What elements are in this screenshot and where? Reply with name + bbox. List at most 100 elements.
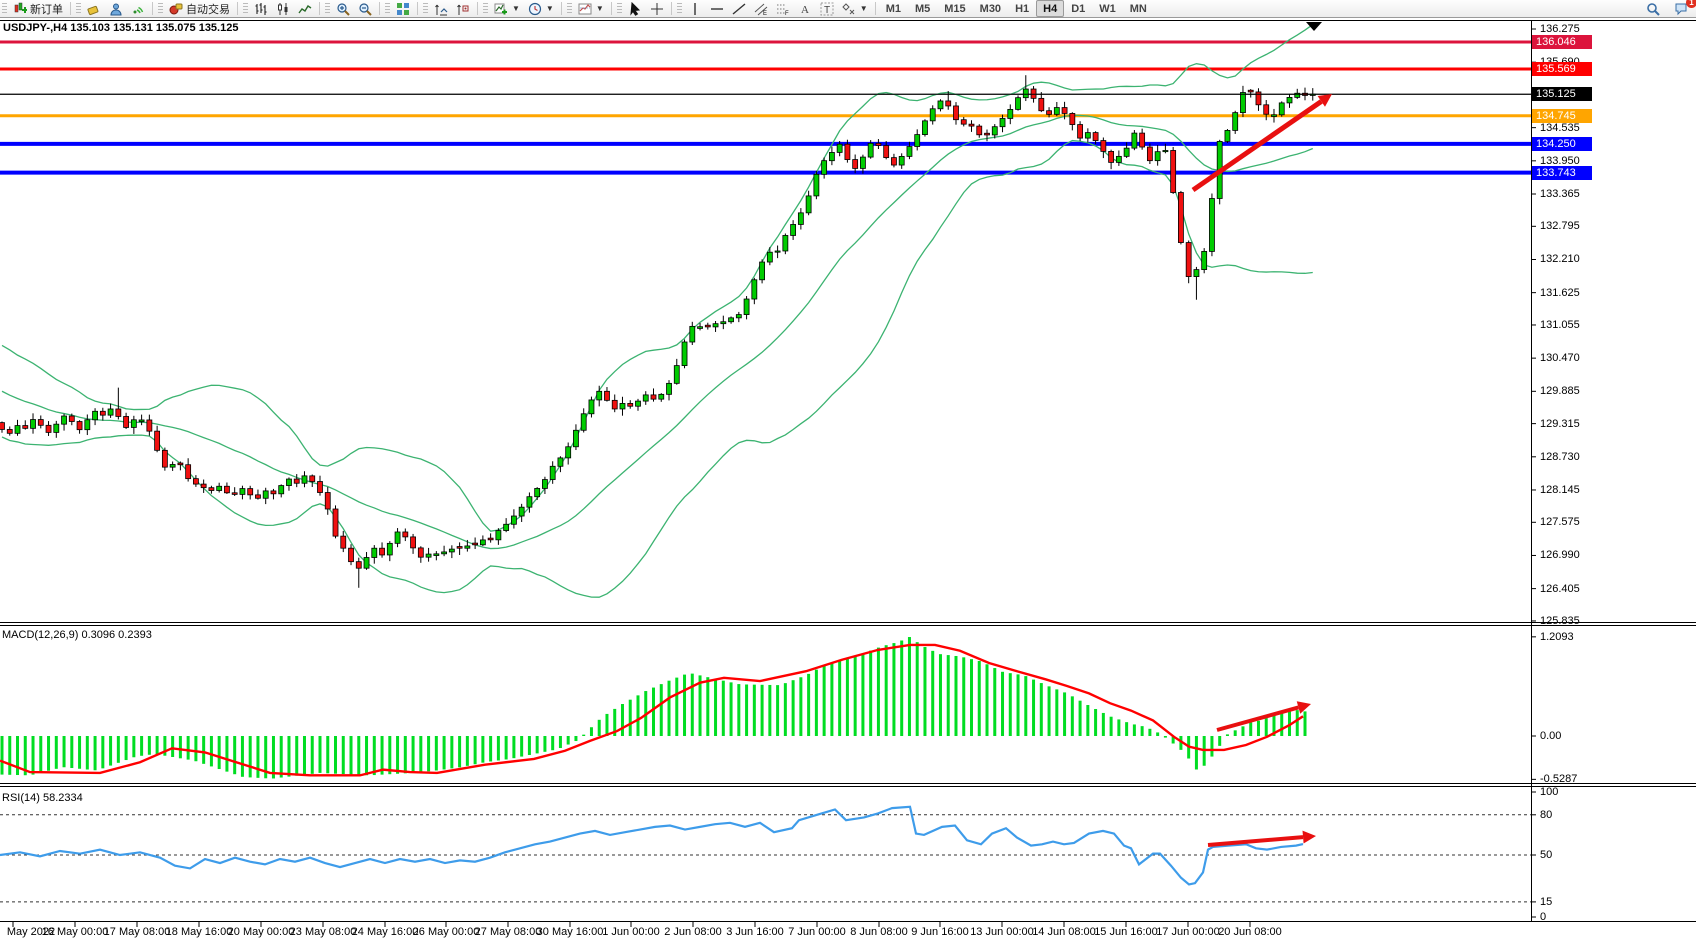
search-button[interactable] xyxy=(1642,0,1664,17)
toolbar-drag-handle[interactable] xyxy=(243,2,248,15)
timeframe-mn-button[interactable]: MN xyxy=(1129,2,1147,15)
timeframe-m15-button[interactable]: M15 xyxy=(944,2,966,15)
search-icon xyxy=(1647,2,1660,16)
autotrade-button[interactable]: 自动交易 xyxy=(165,0,234,17)
toolbar-separator xyxy=(477,2,478,15)
new-order-label: 新订单 xyxy=(30,3,63,16)
time-tick-label: 3 Jun 16:00 xyxy=(726,926,784,938)
fibonacci-button[interactable]: F xyxy=(772,0,794,17)
rsi-scale-50: 50 xyxy=(1540,849,1553,861)
toolbar-drag-handle[interactable] xyxy=(616,2,622,15)
trend-arrow-rsi[interactable] xyxy=(1207,830,1316,847)
rsi-indicator-label: RSI(14) 58.2334 xyxy=(2,792,83,804)
bar-chart-button[interactable] xyxy=(250,0,272,17)
tile-windows-icon xyxy=(397,2,409,15)
toolbar-drag-handle[interactable] xyxy=(385,2,390,15)
add-indicator-button[interactable]: ▼ xyxy=(490,0,524,17)
rsi-panel[interactable] xyxy=(0,805,1531,903)
price-tick-label: 133.365 xyxy=(1540,187,1580,200)
tile-windows-button[interactable] xyxy=(392,0,414,17)
price-tick-label: 126.990 xyxy=(1540,549,1580,562)
toolbar-separator xyxy=(560,2,562,15)
trend-arrow-macd[interactable] xyxy=(1216,701,1311,732)
zoom-in-button[interactable] xyxy=(332,0,354,17)
new-order-button[interactable]: 新订单 xyxy=(9,0,67,17)
shapes-button[interactable]: ▼ xyxy=(838,0,872,17)
bollinger-middle-band xyxy=(1,114,1314,550)
toolbar-drag-handle[interactable] xyxy=(423,2,428,15)
arrange-up-button[interactable] xyxy=(430,0,452,17)
vline-button[interactable] xyxy=(684,0,706,17)
period-clock-dropdown-icon[interactable]: ▼ xyxy=(545,4,554,13)
svg-text:A: A xyxy=(801,4,809,16)
template-dropdown-icon[interactable]: ▼ xyxy=(595,4,604,13)
price-tick-label: 126.405 xyxy=(1540,582,1580,595)
sell-signal-marker[interactable] xyxy=(1306,22,1322,31)
price-tick-label: 131.625 xyxy=(1540,286,1580,299)
timeframe-toolbar: M1 M5 M15 M30 H1 H4 D1 W1 MN xyxy=(879,0,1154,17)
hline-button[interactable] xyxy=(706,0,728,17)
toolbar-group-0: 新订单 xyxy=(0,1,67,17)
toolbar-drag-handle[interactable] xyxy=(76,2,81,15)
toolbar-drag-handle[interactable] xyxy=(2,2,7,15)
toolbar-right-icons: 1 xyxy=(1642,0,1696,17)
trend-arrow-main[interactable] xyxy=(1191,94,1332,193)
arrange-track-button[interactable] xyxy=(452,0,474,17)
channel-button[interactable]: E xyxy=(750,0,772,17)
zoom-out-button[interactable] xyxy=(354,0,376,17)
rsi-scale-15: 15 xyxy=(1540,895,1553,908)
cursor-icon xyxy=(630,1,640,16)
candle-chart-icon xyxy=(278,2,288,15)
timeframe-m1-button[interactable]: M1 xyxy=(885,2,901,15)
time-tick-label: 20 May 00:00 xyxy=(227,926,295,938)
time-tick-label: 14 Jun 08:00 xyxy=(1032,926,1096,938)
text-label-button[interactable]: T xyxy=(816,0,838,17)
toolbar-group-6 xyxy=(421,1,474,17)
trendline-button[interactable] xyxy=(728,0,750,17)
toolbar-drag-handle[interactable] xyxy=(566,2,572,15)
add-indicator-icon xyxy=(494,3,507,14)
timeframe-w1-button[interactable]: W1 xyxy=(1099,2,1116,15)
candlestick-series xyxy=(0,75,1316,588)
line-chart-button[interactable] xyxy=(294,0,316,17)
toolbar-separator xyxy=(237,2,238,15)
shapes-dropdown-icon[interactable]: ▼ xyxy=(859,4,868,13)
rsi-scale-0: 0 xyxy=(1540,911,1547,923)
macd-panel[interactable] xyxy=(0,637,1307,779)
timeframe-m30-button[interactable]: M30 xyxy=(979,2,1002,15)
text-button[interactable]: A xyxy=(794,0,816,17)
cursor-button[interactable] xyxy=(624,0,646,17)
crosshair-button[interactable] xyxy=(646,0,668,17)
period-clock-button[interactable]: ▼ xyxy=(524,0,558,17)
eraser-button[interactable] xyxy=(83,0,105,17)
toolbar-separator xyxy=(152,2,153,15)
notifications-button[interactable]: 1 xyxy=(1670,0,1696,17)
profile-button[interactable] xyxy=(105,0,127,17)
svg-text:T: T xyxy=(824,5,830,16)
timeframe-h4-button[interactable]: H4 xyxy=(1036,0,1065,17)
timeframe-m5-button[interactable]: M5 xyxy=(914,2,931,15)
toolbar-drag-handle[interactable] xyxy=(483,2,488,15)
add-indicator-dropdown-icon[interactable]: ▼ xyxy=(512,4,520,13)
text-label-icon: T xyxy=(820,2,834,16)
price-tick-label: 128.145 xyxy=(1540,483,1580,496)
toolbar-separator xyxy=(319,2,320,15)
signal-button[interactable] xyxy=(127,0,149,17)
main-chart-panel[interactable] xyxy=(0,22,1531,598)
time-tick-label: 1 Jun 00:00 xyxy=(602,926,660,938)
toolbar-drag-handle[interactable] xyxy=(158,2,163,15)
timeframe-d1-button[interactable]: D1 xyxy=(1071,2,1086,15)
time-tick-label: 24 May 16:00 xyxy=(351,926,419,938)
zoom-out-icon xyxy=(359,2,372,16)
bollinger-upper-band xyxy=(1,24,1314,532)
time-tick-label: 9 Jun 16:00 xyxy=(911,926,969,938)
candle-chart-button[interactable] xyxy=(272,0,294,17)
timeframe-h1-button[interactable]: H1 xyxy=(1015,2,1030,15)
toolbar-drag-handle[interactable] xyxy=(676,2,682,15)
template-button[interactable]: ▼ xyxy=(574,0,608,17)
axis-ticks xyxy=(12,28,1536,927)
toolbar-drag-handle[interactable] xyxy=(325,2,330,15)
time-tick-label: 16 May 00:00 xyxy=(41,926,109,938)
notification-count-badge: 1 xyxy=(1686,0,1696,8)
